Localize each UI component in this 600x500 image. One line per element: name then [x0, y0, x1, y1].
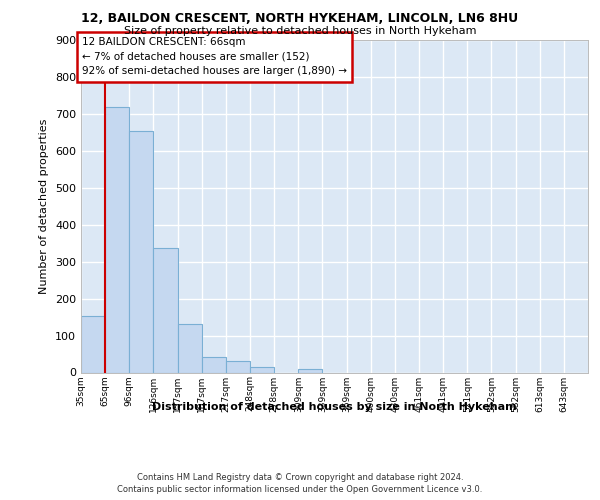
Text: 12 BAILDON CRESCENT: 66sqm
← 7% of detached houses are smaller (152)
92% of semi: 12 BAILDON CRESCENT: 66sqm ← 7% of detac… — [82, 37, 347, 76]
Bar — [105, 107, 129, 372]
Bar — [178, 324, 202, 372]
Text: Distribution of detached houses by size in North Hykeham: Distribution of detached houses by size … — [152, 402, 517, 412]
Bar — [154, 248, 178, 372]
Bar — [226, 362, 250, 372]
Bar — [202, 356, 226, 372]
Text: Size of property relative to detached houses in North Hykeham: Size of property relative to detached ho… — [124, 26, 476, 36]
Bar — [250, 368, 274, 372]
Bar — [81, 316, 105, 372]
Text: Contains public sector information licensed under the Open Government Licence v3: Contains public sector information licen… — [118, 485, 482, 494]
Text: Contains HM Land Registry data © Crown copyright and database right 2024.: Contains HM Land Registry data © Crown c… — [137, 472, 463, 482]
Text: 12, BAILDON CRESCENT, NORTH HYKEHAM, LINCOLN, LN6 8HU: 12, BAILDON CRESCENT, NORTH HYKEHAM, LIN… — [82, 12, 518, 26]
Bar — [129, 130, 154, 372]
Bar — [298, 369, 322, 372]
Y-axis label: Number of detached properties: Number of detached properties — [40, 118, 49, 294]
